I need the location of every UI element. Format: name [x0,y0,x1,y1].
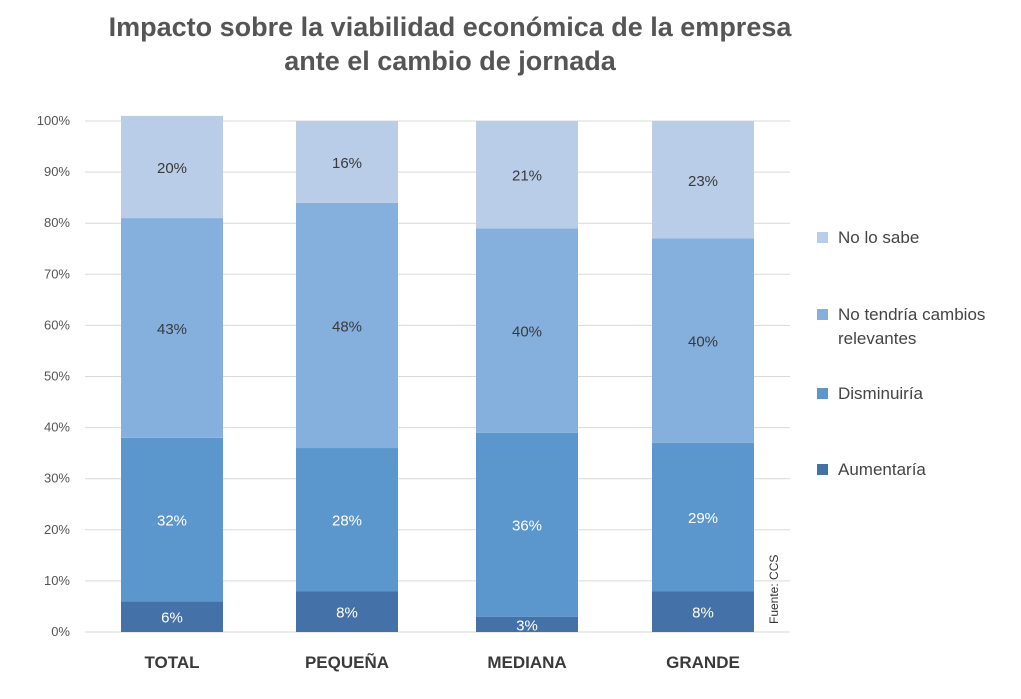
bar-segment [296,121,398,203]
data-label: 43% [157,321,187,338]
data-label: 8% [692,605,714,622]
data-label: 8% [336,605,358,622]
category-label: GRANDE [666,653,740,672]
data-label: 28% [332,513,362,530]
legend-label: Disminuiría [838,384,924,403]
y-tick-label: 0% [51,624,70,639]
legend: No lo sabe No tendría cambios relevantes Di… [817,228,985,479]
y-tick-label: 20% [44,522,70,537]
y-tick-label: 100% [37,113,71,128]
bar-segment [652,591,754,632]
bars: 6% 32% 43% 20% 8% 28% 48% 16% 3% 36% 40% 21% 8% 29% 40… [121,115,754,634]
data-label: 29% [688,510,718,527]
bar-segment [296,448,398,592]
bar-segment [121,601,223,632]
category-label: TOTAL [144,653,199,672]
data-label: 20% [157,160,187,177]
legend-swatch [817,232,828,243]
bar-segment [296,202,398,449]
legend-swatch [817,464,828,475]
bar-segment [652,121,754,239]
chart-title-line-1: Impacto sobre la viabilidad económica de… [108,12,792,42]
source-label: Fuente: CCS [767,555,781,624]
legend-swatch [817,309,828,320]
data-label: 48% [332,318,362,335]
data-label: 21% [512,168,542,185]
x-axis-categories: TOTAL PEQUEÑA MEDIANA GRANDE [144,652,739,672]
data-label: 32% [157,513,187,530]
data-label: 40% [512,324,542,341]
data-label: 23% [688,173,718,190]
y-tick-label: 90% [44,164,70,179]
data-label: 40% [688,334,718,351]
data-label: 6% [161,610,183,627]
source-note: Fuente: CCS [767,555,781,624]
y-tick-label: 40% [44,420,70,435]
chart-title-line-2: ante el cambio de jornada [284,46,616,76]
bar-segment [476,121,578,229]
bar-segment [652,442,754,592]
bar-segment [121,437,223,602]
y-tick-label: 80% [44,215,70,230]
y-tick-label: 10% [44,573,70,588]
legend-label: relevantes [838,329,916,348]
bar-segment [296,591,398,632]
y-axis-ticks: 0% 10% 20% 30% 40% 50% 60% 70% 80% 90% 100% [37,113,71,639]
legend-label: No tendría cambios [838,305,985,324]
data-label: 3% [516,617,538,634]
y-tick-label: 50% [44,369,70,384]
category-label: MEDIANA [487,653,566,672]
bar-segment [476,228,578,433]
y-tick-label: 60% [44,317,70,332]
bar-segment [121,115,223,219]
category-label: PEQUEÑA [305,652,389,672]
data-label: 16% [332,155,362,172]
bar-segment [652,238,754,443]
bar-segment [476,616,578,632]
y-tick-label: 30% [44,471,70,486]
legend-swatch [817,388,828,399]
legend-label: Aumentaría [838,460,926,479]
data-label: 36% [512,518,542,535]
bar-segment [476,432,578,617]
y-tick-label: 70% [44,266,70,281]
legend-label: No lo sabe [838,228,919,247]
bar-segment [121,218,223,438]
chart-title: Impacto sobre la viabilidad económica de… [90,10,810,78]
